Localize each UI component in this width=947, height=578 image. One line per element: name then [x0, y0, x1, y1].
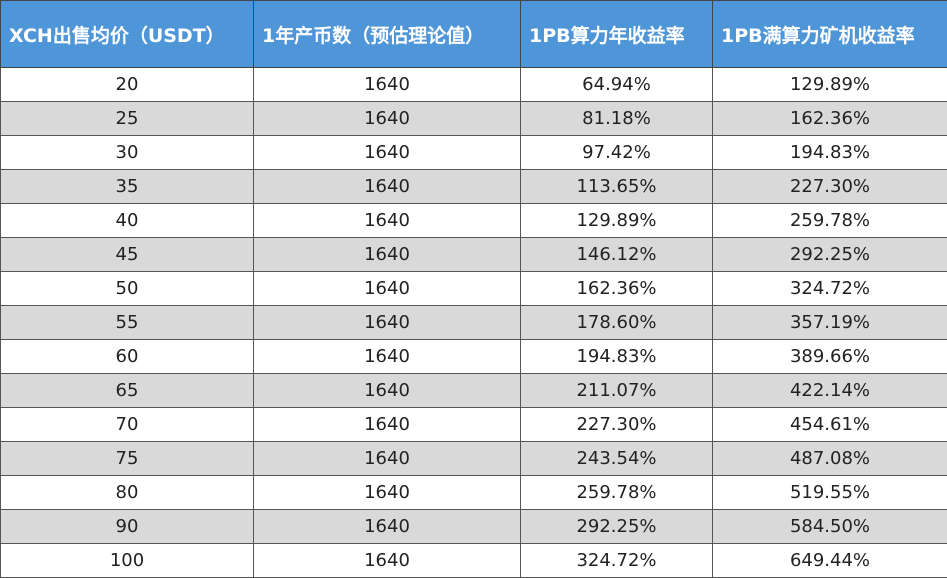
- table-cell: 113.65%: [521, 170, 713, 204]
- table-cell: 422.14%: [713, 374, 947, 408]
- table-cell: 454.61%: [713, 408, 947, 442]
- header-cell: 1PB满算力矿机收益率: [713, 1, 947, 68]
- table-cell: 55: [1, 306, 254, 340]
- table-cell: 64.94%: [521, 68, 713, 102]
- table-cell: 1640: [254, 442, 521, 476]
- table-cell: 20: [1, 68, 254, 102]
- table-cell: 1640: [254, 204, 521, 238]
- table-cell: 129.89%: [713, 68, 947, 102]
- table-cell: 1640: [254, 68, 521, 102]
- table-cell: 60: [1, 340, 254, 374]
- table-cell: 1640: [254, 170, 521, 204]
- table-cell: 1640: [254, 408, 521, 442]
- table-cell: 211.07%: [521, 374, 713, 408]
- table-cell: 1640: [254, 272, 521, 306]
- table-cell: 519.55%: [713, 476, 947, 510]
- table-cell: 75: [1, 442, 254, 476]
- table-cell: 70: [1, 408, 254, 442]
- table-cell: 1640: [254, 306, 521, 340]
- header-cell: 1年产币数（预估理论值）: [254, 1, 521, 68]
- table-cell: 1640: [254, 340, 521, 374]
- table-cell: 50: [1, 272, 254, 306]
- table-cell: 100: [1, 544, 254, 578]
- table-cell: 324.72%: [521, 544, 713, 578]
- table-cell: 40: [1, 204, 254, 238]
- table-cell: 389.66%: [713, 340, 947, 374]
- table-cell: 1640: [254, 510, 521, 544]
- table-cell: 45: [1, 238, 254, 272]
- table-cell: 65: [1, 374, 254, 408]
- table-cell: 487.08%: [713, 442, 947, 476]
- table-cell: 227.30%: [713, 170, 947, 204]
- table-cell: 227.30%: [521, 408, 713, 442]
- table-cell: 1640: [254, 544, 521, 578]
- table-cell: 30: [1, 136, 254, 170]
- table-cell: 129.89%: [521, 204, 713, 238]
- table-cell: 292.25%: [713, 238, 947, 272]
- table-cell: 324.72%: [713, 272, 947, 306]
- table-cell: 1640: [254, 136, 521, 170]
- table-cell: 1640: [254, 374, 521, 408]
- header-cell: 1PB算力年收益率: [521, 1, 713, 68]
- table-cell: 194.83%: [713, 136, 947, 170]
- table-cell: 1640: [254, 476, 521, 510]
- table-cell: 1640: [254, 238, 521, 272]
- table-cell: 97.42%: [521, 136, 713, 170]
- table-cell: 243.54%: [521, 442, 713, 476]
- table-cell: 162.36%: [521, 272, 713, 306]
- table-cell: 649.44%: [713, 544, 947, 578]
- table-cell: 194.83%: [521, 340, 713, 374]
- table-cell: 1640: [254, 102, 521, 136]
- table-cell: 584.50%: [713, 510, 947, 544]
- table-cell: 357.19%: [713, 306, 947, 340]
- table-cell: 35: [1, 170, 254, 204]
- table-cell: 292.25%: [521, 510, 713, 544]
- table-cell: 146.12%: [521, 238, 713, 272]
- table-cell: 90: [1, 510, 254, 544]
- table-cell: 162.36%: [713, 102, 947, 136]
- table-cell: 25: [1, 102, 254, 136]
- table-cell: 259.78%: [713, 204, 947, 238]
- table-cell: 80: [1, 476, 254, 510]
- table-cell: 81.18%: [521, 102, 713, 136]
- header-cell: XCH出售均价（USDT）: [1, 1, 254, 68]
- table-cell: 178.60%: [521, 306, 713, 340]
- table-cell: 259.78%: [521, 476, 713, 510]
